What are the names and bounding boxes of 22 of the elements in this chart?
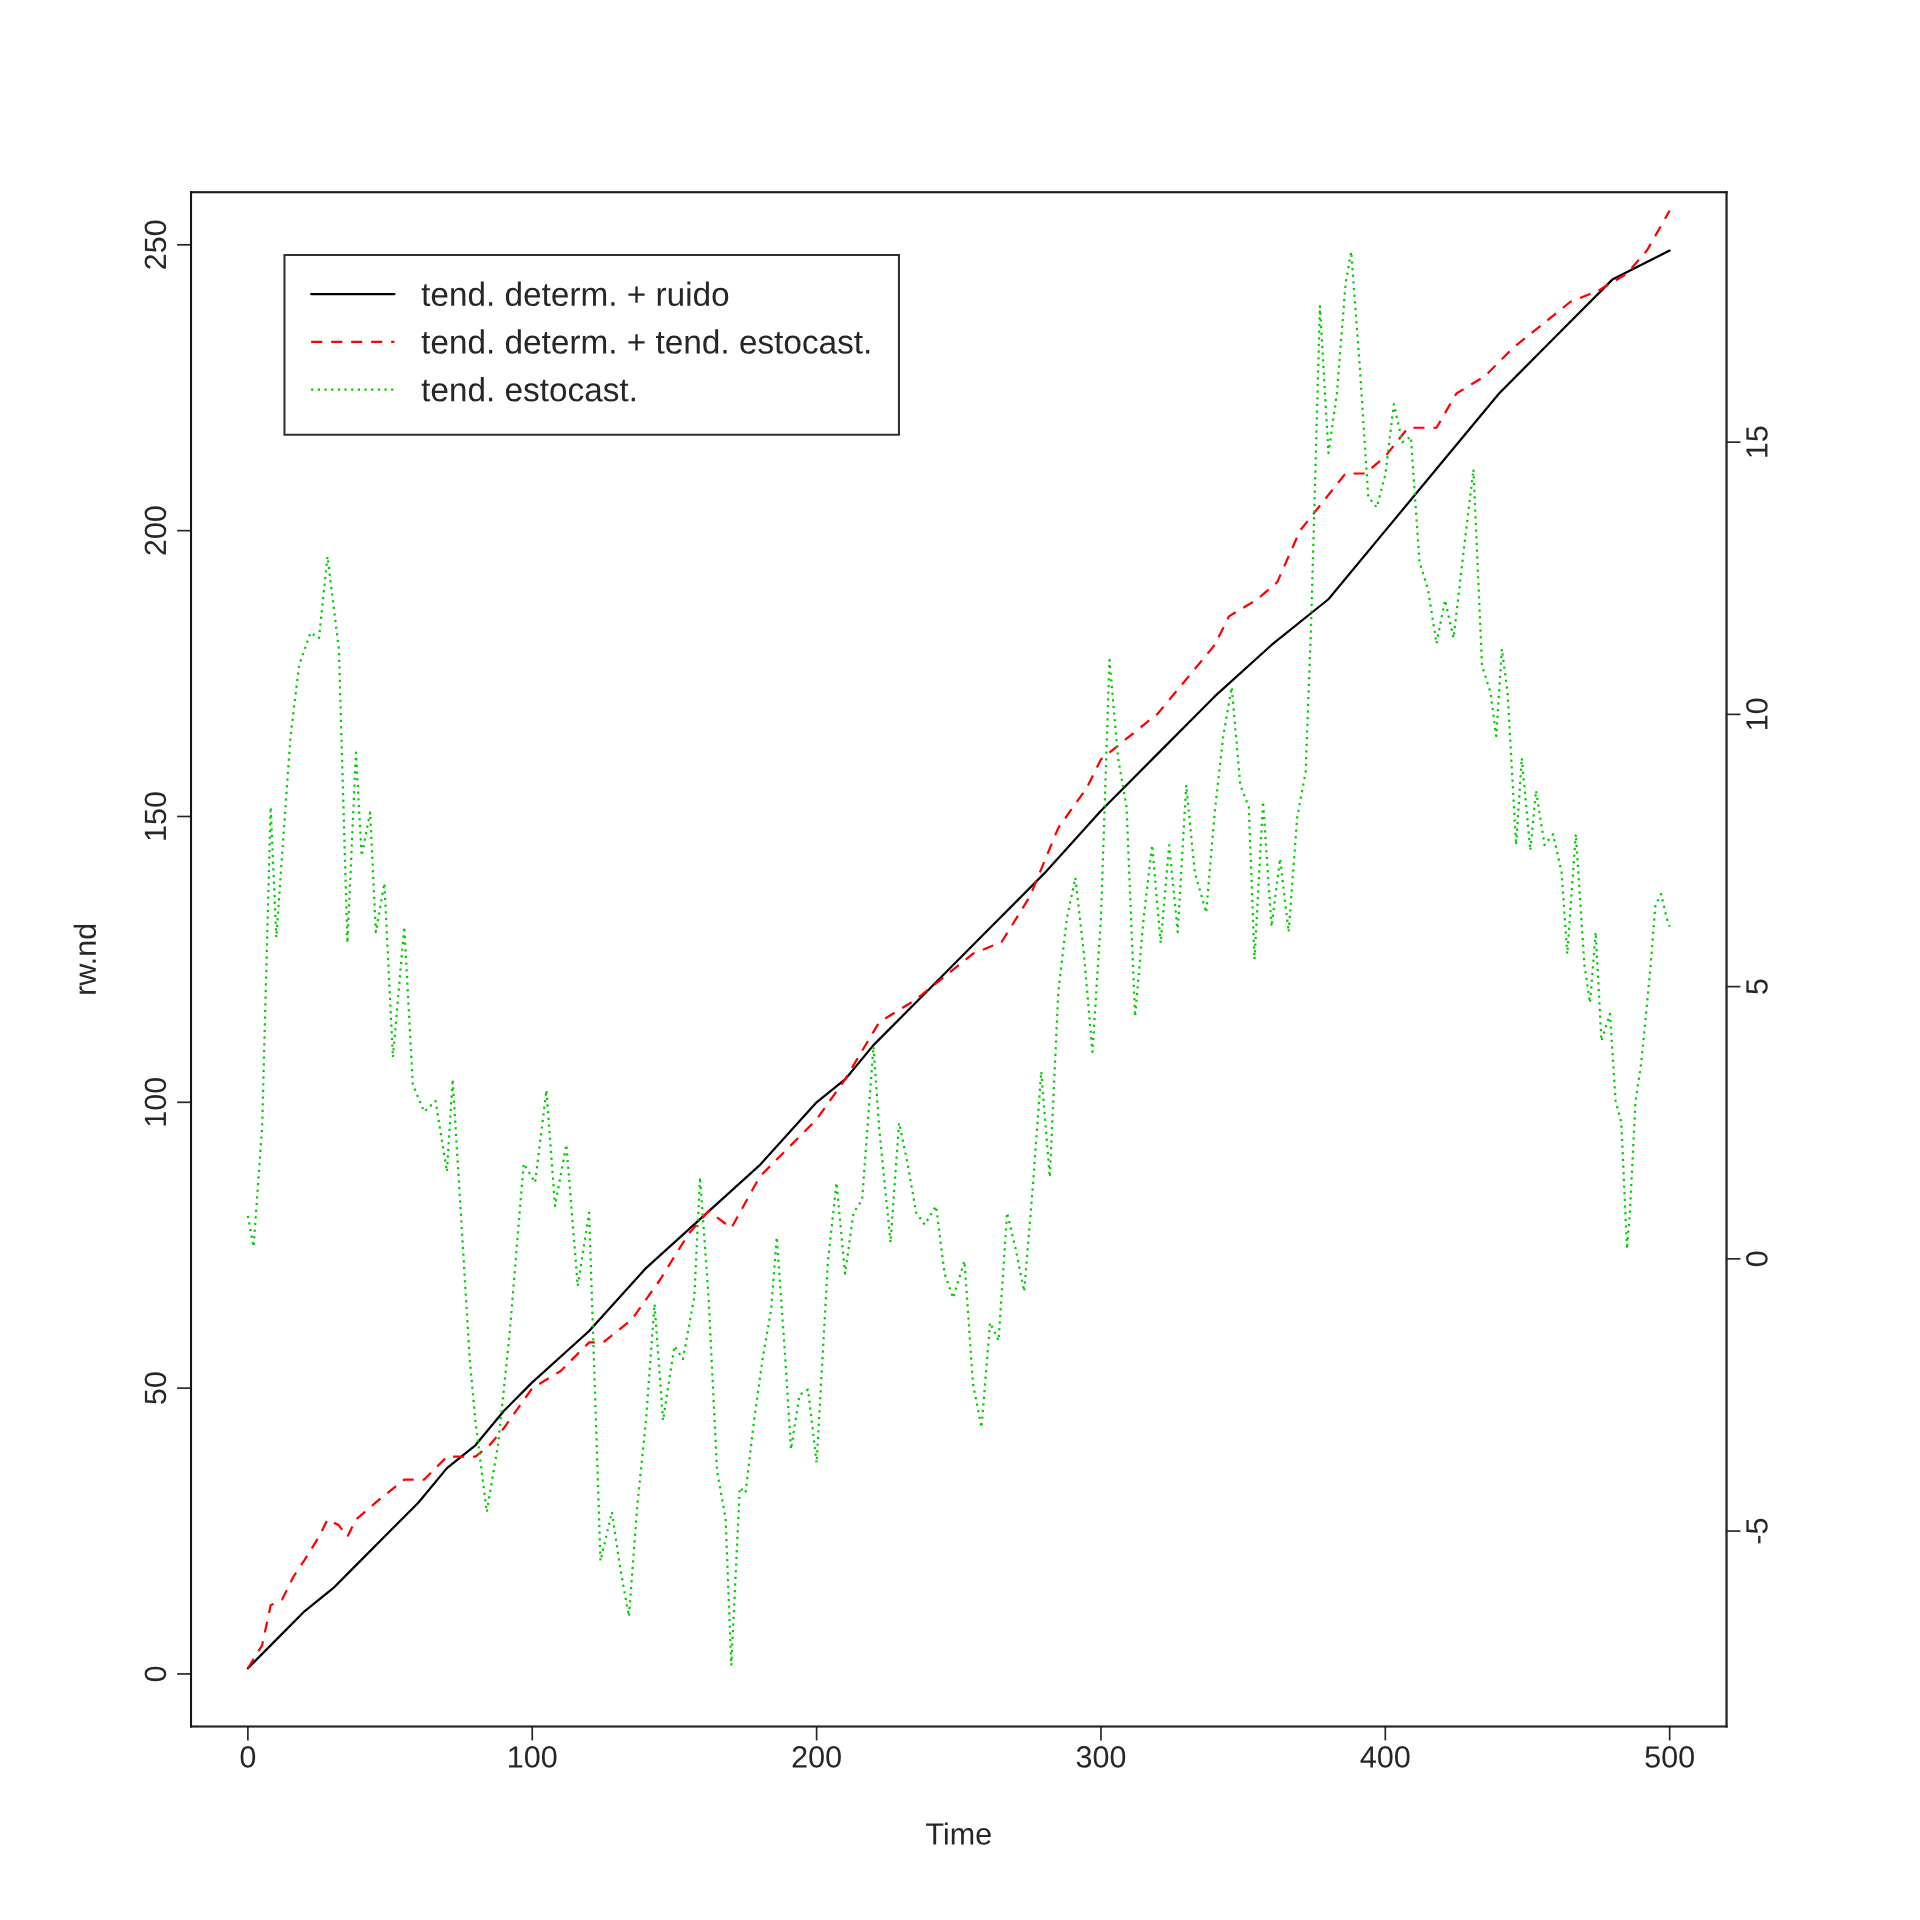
y2-tick-label: 15 (1746, 426, 1768, 457)
x-tick-label: 100 (509, 1746, 557, 1768)
x-axis-title: Time (926, 1822, 991, 1845)
legend-label: tend. estocast. (421, 377, 635, 402)
legend-label: tend. determ. + tend. estocast. (421, 329, 870, 354)
y-axis-title: rw.nd (73, 924, 97, 994)
y2-tick-label: 0 (1746, 1251, 1768, 1267)
legend-label: tend. determ. + ruido (421, 281, 729, 307)
y2-tick-label: 10 (1746, 698, 1768, 730)
x-tick-label: 200 (792, 1746, 841, 1768)
x-tick-label: 0 (240, 1746, 256, 1768)
x-tick-label: 400 (1360, 1746, 1410, 1768)
x-tick-label: 300 (1076, 1746, 1126, 1768)
y-tick-label: 250 (144, 220, 167, 269)
y-tick-label: 0 (144, 1666, 167, 1682)
y-tick-label: 200 (144, 506, 167, 555)
y-tick-label: 50 (144, 1372, 167, 1404)
y-tick-label: 150 (144, 792, 167, 840)
y-tick-label: 100 (144, 1078, 167, 1126)
y2-tick-label: -5 (1746, 1518, 1768, 1544)
x-tick-label: 500 (1645, 1746, 1694, 1768)
y2-tick-label: 5 (1746, 979, 1768, 994)
